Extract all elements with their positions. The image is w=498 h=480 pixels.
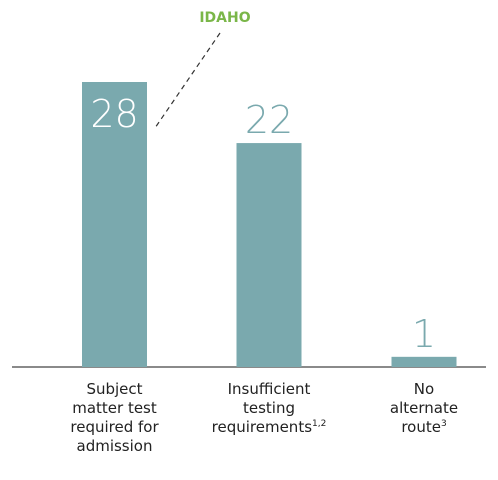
x-tick-line: matter test: [72, 399, 157, 417]
x-tick-line: Insufficient: [228, 380, 311, 398]
x-tick-line: route: [401, 418, 441, 436]
value-label: 28: [90, 92, 138, 136]
x-tick-line: admission: [77, 437, 153, 455]
value-label: 22: [245, 98, 293, 142]
annotation-leader: [154, 32, 221, 129]
annotation: IDAHO: [199, 10, 250, 26]
x-tick-line: testing: [243, 399, 295, 417]
value-label: 1: [412, 312, 436, 356]
bar: [391, 356, 457, 367]
bar: [82, 82, 147, 367]
x-tick-line: required for: [70, 418, 159, 436]
x-tick-line: No: [414, 380, 434, 398]
x-tick-label: No alternate route3: [390, 380, 458, 436]
footnote-marker: 3: [441, 419, 447, 429]
x-tick-label: Subject matter test required for admission: [70, 380, 159, 455]
x-tick-line: requirements: [212, 418, 313, 436]
x-tick-label: Insufficient testing requirements1,2: [212, 380, 327, 436]
footnote-marker: 1,2: [312, 419, 326, 429]
x-tick-line: alternate: [390, 399, 458, 417]
bar: [236, 143, 302, 367]
x-tick-line: Subject: [86, 380, 142, 398]
